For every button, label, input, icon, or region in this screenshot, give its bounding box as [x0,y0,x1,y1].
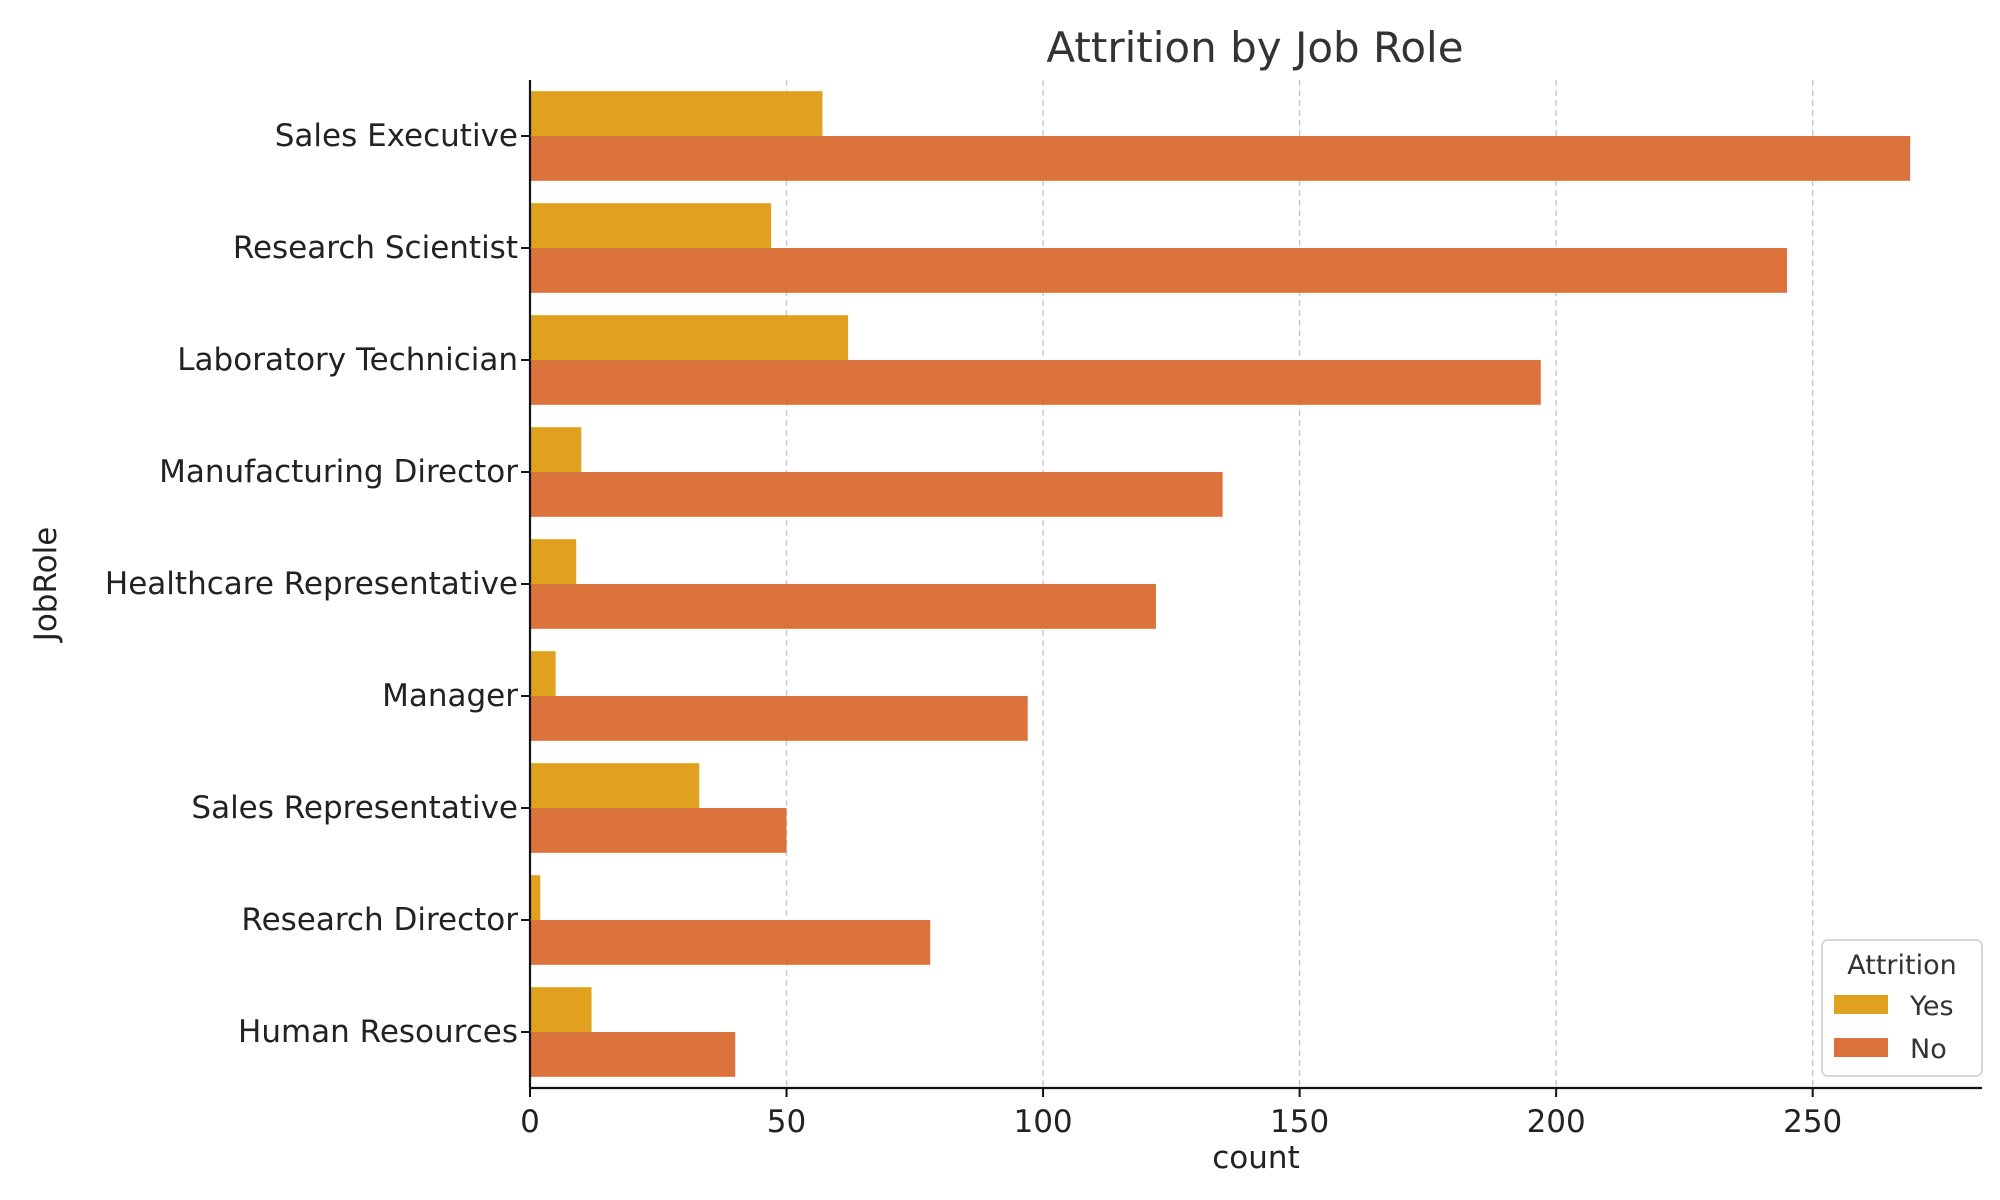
y-tick-label-research-director: Research Director [241,902,518,938]
x-tick-label-200: 200 [1527,1104,1586,1140]
y-tick-label-manufacturing-director: Manufacturing Director [159,454,518,490]
bar-manager-yes [530,651,556,696]
bar-sales-representative-yes [530,763,700,808]
legend-swatch-no [1834,1038,1888,1057]
y-tick-label-healthcare-representative: Healthcare Representative [105,566,518,602]
legend-label-yes: Yes [1909,991,1954,1022]
legend-title: Attrition [1847,950,1957,981]
x-tick-label-250: 250 [1783,1104,1842,1140]
bar-sales-representative-no [530,808,787,853]
bar-human-resources-no [530,1032,736,1077]
legend-label-no: No [1910,1034,1947,1065]
bar-laboratory-technician-yes [530,315,849,360]
y-axis-label: JobRole [28,527,64,644]
legend: Attrition Yes No [1821,939,1983,1077]
y-tick-label-sales-executive: Sales Executive [275,118,518,154]
y-tick-label-laboratory-technician: Laboratory Technician [177,342,518,378]
bar-human-resources-yes [530,987,592,1032]
bar-manager-no [530,696,1028,741]
y-tick-label-sales-representative: Sales Representative [191,790,518,826]
y-tick-label-research-scientist: Research Scientist [233,230,518,266]
y-tick-labels: Sales Executive Research Scientist Laborat… [105,118,530,1050]
bar-research-scientist-yes [530,203,772,248]
bar-manufacturing-director-no [530,472,1223,517]
y-tick-label-human-resources: Human Resources [238,1014,518,1050]
bar-laboratory-technician-no [530,360,1541,405]
bar-research-director-yes [530,875,541,920]
chart-title: Attrition by Job Role [1046,23,1463,72]
bar-sales-executive-no [530,136,1911,181]
x-tick-label-100: 100 [1013,1104,1072,1140]
bar-sales-executive-yes [530,91,823,136]
x-tick-label-150: 150 [1270,1104,1329,1140]
bar-research-scientist-no [530,248,1788,293]
legend-swatch-yes [1834,995,1888,1014]
bar-healthcare-representative-yes [530,539,577,584]
bar-healthcare-representative-no [530,584,1156,629]
x-tick-label-0: 0 [520,1104,540,1140]
x-tick-labels: 0 50 100 150 200 250 [520,1088,1842,1140]
bar-manufacturing-director-yes [530,427,582,472]
x-axis-label: count [1212,1140,1299,1176]
bar-research-director-no [530,920,931,965]
bars [530,91,1911,1077]
x-tick-label-50: 50 [767,1104,806,1140]
y-tick-label-manager: Manager [382,678,518,714]
